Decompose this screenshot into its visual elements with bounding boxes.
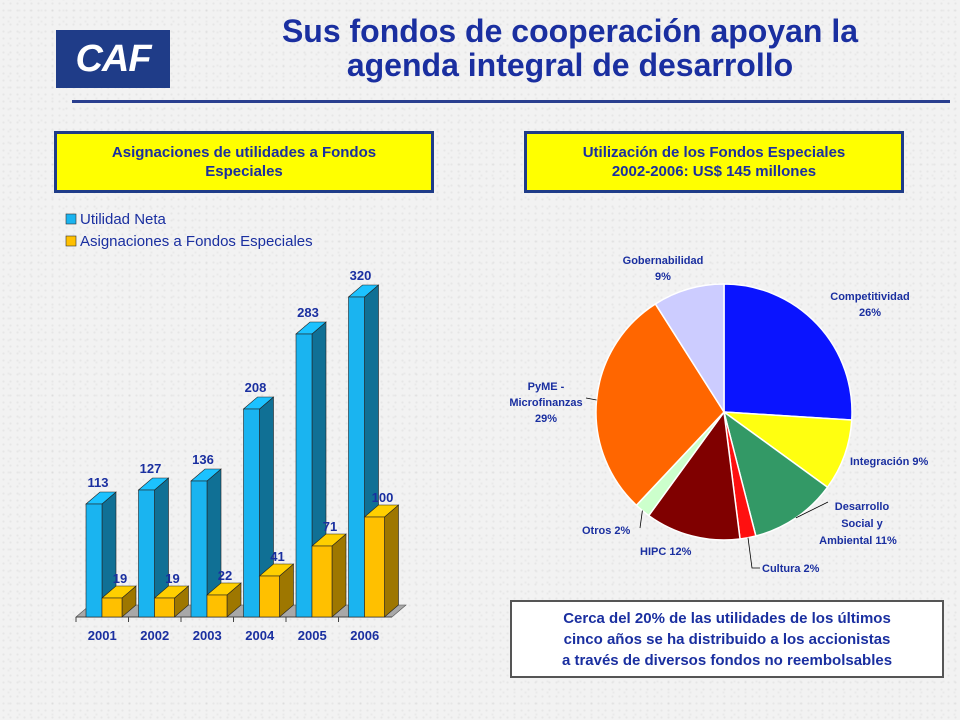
caf-logo-text: CAF xyxy=(75,37,151,80)
note-line-2: cinco años se ha distribuido a los accio… xyxy=(563,630,891,648)
value-label-asignaciones-2006: 100 xyxy=(372,490,394,505)
value-label-asignaciones-2004: 41 xyxy=(270,549,284,564)
pie-slice-0 xyxy=(723,283,853,421)
bar-heading-line-2: Especiales xyxy=(205,163,283,180)
pie-label-gobernabilidad-pct: 9% xyxy=(655,271,671,283)
leader-desarrollo xyxy=(795,501,829,519)
value-label-utilidad-2002: 127 xyxy=(140,461,162,476)
note-box: Cerca del 20% de las utilidades de los ú… xyxy=(510,600,944,678)
bar-front xyxy=(348,296,365,618)
bar-utilidad-2004 xyxy=(242,396,275,618)
x-tick-label-2005: 2005 xyxy=(298,628,327,643)
value-label-utilidad-2005: 283 xyxy=(297,305,319,320)
leader-cultura xyxy=(747,537,760,569)
note-line-1: Cerca del 20% de las utilidades de los ú… xyxy=(563,609,891,627)
x-tick-label-2002: 2002 xyxy=(140,628,169,643)
bar-front xyxy=(85,503,103,618)
pie-chart-heading-box: Utilización de los Fondos Especiales 200… xyxy=(524,131,904,193)
bar-utilidad-2002 xyxy=(137,477,170,618)
value-label-utilidad-2001: 113 xyxy=(88,475,109,490)
pie-label-integracion: Integración 9% xyxy=(850,456,928,468)
x-tick-label-2003: 2003 xyxy=(193,628,222,643)
caf-logo xyxy=(56,30,170,88)
bar-asignaciones-2005 xyxy=(311,533,347,618)
note-line-3: a través de diversos fondos no reembolsa… xyxy=(561,651,893,669)
bar-heading-line-1: Asignaciones de utilidades a Fondos xyxy=(111,144,377,161)
bar-asignaciones-2003 xyxy=(206,582,242,618)
legend-label-utilidad: Utilidad Neta xyxy=(80,211,167,228)
bar-asignaciones-2002 xyxy=(153,585,190,618)
pie-label-pyme-1: PyME - xyxy=(528,381,565,393)
bar-front xyxy=(364,516,385,618)
pie-heading-line-2: 2002-2006: US$ 145 millones xyxy=(611,163,817,180)
pie-label-cultura: Cultura 2% xyxy=(762,563,820,575)
pie-label-desarrollo-3: Ambiental 11% xyxy=(819,535,897,547)
title-rule xyxy=(72,100,950,103)
x-tick-label-2004: 2004 xyxy=(245,628,275,643)
value-label-asignaciones-2005: 71 xyxy=(323,519,337,534)
pie-label-hipc: HIPC 12% xyxy=(640,546,692,558)
pie-heading-line-1: Utilización de los Fondos Especiales xyxy=(582,144,846,161)
bar-utilidad-2003 xyxy=(190,468,222,618)
legend-swatch-asignaciones xyxy=(65,235,77,247)
legend-label-asignaciones: Asignaciones a Fondos Especiales xyxy=(80,233,313,250)
title-line-1: Sus fondos de cooperación apoyan la xyxy=(281,13,859,49)
bar-front xyxy=(154,597,175,618)
pie-slice-4 xyxy=(647,410,741,541)
x-tick-label-2001: 2001 xyxy=(88,628,117,643)
bar-utilidad-2001 xyxy=(85,491,117,618)
bar-asignaciones-2004 xyxy=(258,563,295,618)
bar-asignaciones-2006 xyxy=(363,504,400,618)
pie-label-competitividad-pct: 26% xyxy=(859,307,881,319)
pie-label-desarrollo-2: Social y xyxy=(841,518,883,530)
bar-front xyxy=(295,333,313,618)
pie-label-gobernabilidad: Gobernabilidad xyxy=(623,255,704,267)
pie-slice-7 xyxy=(654,283,725,415)
value-label-asignaciones-2002: 19 xyxy=(165,571,179,586)
title-line-2: agenda integral de desarrollo xyxy=(346,47,794,83)
leader-otros xyxy=(639,510,643,529)
pie-label-otros: Otros 2% xyxy=(582,525,631,537)
bar-front xyxy=(101,597,123,618)
bar-front xyxy=(243,408,260,618)
bar-chart-heading-box: Asignaciones de utilidades a Fondos Espe… xyxy=(54,131,434,193)
legend-swatch-utilidad xyxy=(65,213,77,225)
slide-title: Sus fondos de cooperación apoyan la agen… xyxy=(190,14,950,82)
value-label-asignaciones-2001: 19 xyxy=(113,571,127,586)
pie-label-desarrollo-1: Desarrollo xyxy=(835,501,890,513)
value-label-utilidad-2003: 136 xyxy=(192,452,214,467)
pie-label-pyme-pct: 29% xyxy=(535,413,557,425)
pie-label-pyme-2: Microfinanzas xyxy=(509,397,582,409)
bar-front xyxy=(138,489,155,618)
bar-front xyxy=(259,575,280,618)
leader-pyme xyxy=(585,397,597,401)
bar-front xyxy=(206,594,228,618)
pie-label-competitividad: Competitividad xyxy=(830,291,909,303)
bar-front xyxy=(190,480,208,618)
value-label-utilidad-2006: 320 xyxy=(350,268,372,283)
value-label-asignaciones-2003: 22 xyxy=(218,568,232,583)
x-tick-label-2006: 2006 xyxy=(350,628,379,643)
bar-front xyxy=(311,545,333,618)
pie-slice-6 xyxy=(595,302,725,507)
bar-asignaciones-2001 xyxy=(101,585,137,618)
value-label-utilidad-2004: 208 xyxy=(245,380,267,395)
